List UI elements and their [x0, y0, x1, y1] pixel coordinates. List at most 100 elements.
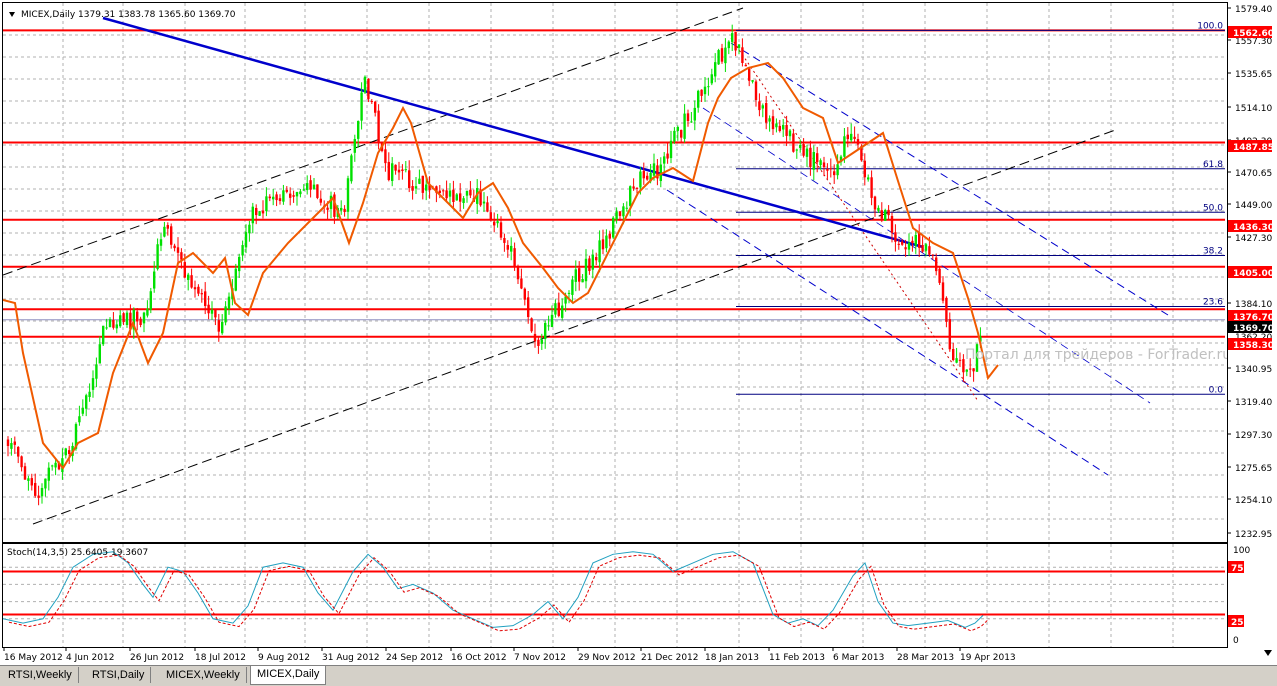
candle-body: [962, 359, 965, 373]
candle-body: [965, 369, 968, 372]
candle-body: [146, 308, 149, 316]
candle-body: [717, 50, 720, 65]
candle-body: [676, 126, 679, 131]
candle-body: [928, 246, 931, 255]
candle-body: [428, 184, 431, 191]
price-chart-svg[interactable]: 100.0 61.8 50.0 38.2 23.6 0.0 Портал для трейд…: [3, 3, 1227, 542]
candle-body: [877, 207, 880, 211]
stochastic-pane[interactable]: Stoch(14,3,5) 25.6405 19.3607: [2, 543, 1228, 648]
candle-body: [748, 67, 751, 81]
level-price-box: [1228, 26, 1272, 38]
time-axis-label: 4 Jun 2012: [66, 653, 114, 663]
candle-body: [731, 33, 734, 42]
stoch-axis-label: 100: [1233, 546, 1250, 556]
candle-body: [241, 245, 244, 256]
candle-body: [941, 282, 945, 301]
candle-body: [605, 235, 608, 249]
fibonacci-label: 50.0: [1203, 203, 1223, 213]
candle-body: [350, 155, 353, 182]
candle-body: [880, 210, 883, 219]
candle-body: [527, 297, 530, 318]
candle-body: [418, 178, 421, 184]
downtrend-channel-line: [666, 189, 1109, 476]
price-axis-label: 1579.40: [1235, 5, 1272, 15]
tab-rtsi-daily[interactable]: RTSI,Daily: [86, 667, 152, 683]
price-axis-label: 1514.10: [1235, 104, 1272, 114]
candle-body: [479, 189, 482, 206]
candle-body: [686, 113, 690, 122]
price-axis-label: 1254.10: [1235, 496, 1272, 506]
stoch-signal-line: [8, 554, 990, 632]
stochastic-svg[interactable]: Stoch(14,3,5) 25.6405 19.3607: [3, 544, 1227, 647]
candle-body: [170, 226, 173, 245]
price-axis-label: 1232.95: [1235, 530, 1272, 540]
candle-body: [489, 212, 492, 220]
level-price-box: [1228, 338, 1272, 350]
candle-body: [622, 206, 625, 217]
candle-body: [384, 149, 387, 164]
level-price-box: [1228, 140, 1272, 152]
candle-body: [537, 339, 540, 346]
candle-body: [720, 48, 724, 62]
candle-body: [51, 465, 54, 467]
candle-body: [860, 146, 863, 161]
candle-body: [945, 297, 948, 322]
time-axis-label: 29 Nov 2012: [578, 653, 636, 663]
stoch-level-label: 25: [1231, 618, 1244, 628]
candle-body: [765, 103, 768, 123]
candle-body: [326, 207, 329, 210]
candle-body: [816, 153, 819, 163]
candle-body: [275, 194, 278, 201]
candle-body: [377, 110, 380, 143]
candle-body: [574, 269, 577, 282]
candle-body: [673, 130, 676, 142]
candle-body: [455, 194, 458, 201]
candle-body: [520, 278, 523, 289]
candle-body: [839, 156, 843, 163]
downtrend-channel-line: [730, 42, 1169, 316]
candle-body: [544, 322, 547, 340]
candle-body: [561, 305, 564, 318]
candle-body: [482, 201, 486, 204]
candle-body: [193, 287, 197, 290]
tab-rtsi-weekly[interactable]: RTSI,Weekly: [2, 667, 79, 683]
tab-micex-weekly[interactable]: MICEX,Weekly: [160, 667, 247, 683]
candle-body: [353, 139, 356, 153]
fibonacci-label: 38.2: [1203, 247, 1223, 257]
candle-body: [550, 314, 554, 327]
candle-body: [394, 164, 397, 171]
candle-body: [513, 248, 516, 267]
candle-body: [112, 319, 115, 328]
candle-body: [809, 147, 812, 167]
candle-body: [102, 325, 105, 345]
candle-body: [159, 239, 163, 246]
candle-body: [618, 211, 622, 216]
time-axis-label: 18 Jul 2012: [195, 653, 246, 663]
candle-body: [975, 344, 979, 372]
time-axis-label: 7 Nov 2012: [514, 653, 566, 663]
candle-body: [255, 207, 258, 216]
candle-body: [85, 395, 88, 409]
tab-micex-daily[interactable]: MICEX,Daily: [250, 666, 327, 685]
candle-body: [663, 156, 666, 164]
candle-body: [843, 136, 846, 157]
chart-menu-icon: [9, 12, 15, 17]
candle-body: [299, 191, 302, 195]
price-chart-pane[interactable]: 100.0 61.8 50.0 38.2 23.6 0.0 Портал для трейд…: [2, 2, 1228, 543]
candle-body: [598, 240, 601, 263]
level-price-label: 1376.70: [1233, 313, 1274, 323]
channel-line: [3, 7, 744, 276]
price-axis-label: 1470.65: [1235, 169, 1272, 179]
candle-body: [74, 424, 78, 449]
candle-body: [292, 195, 295, 197]
candle-body: [826, 168, 829, 171]
candle-body: [197, 286, 200, 294]
candle-body: [180, 252, 183, 260]
candle-body: [727, 41, 730, 49]
candle-body: [108, 319, 112, 327]
candle-body: [258, 211, 261, 216]
candle-body: [244, 232, 248, 248]
time-axis-label: 9 Aug 2012: [258, 653, 310, 663]
candle-body: [785, 124, 788, 136]
candle-body: [935, 257, 938, 272]
